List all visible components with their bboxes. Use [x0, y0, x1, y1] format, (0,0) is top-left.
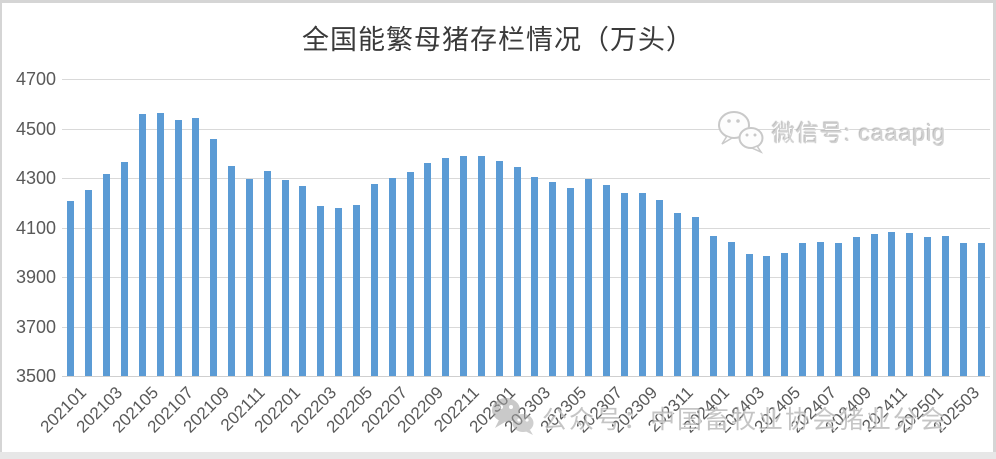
- bar-202408: [834, 243, 842, 376]
- bar-202302: [513, 167, 521, 376]
- bar-202309: [638, 192, 646, 376]
- bar-202104: [120, 162, 128, 376]
- bar-202212: [477, 155, 485, 376]
- bar-202210: [442, 158, 450, 376]
- bar-202111: [245, 178, 253, 376]
- wechat-icon: [718, 111, 764, 154]
- bar-202203: [317, 206, 325, 376]
- official-account-text: 公众号：中国畜牧业协会猪业分会: [542, 406, 948, 434]
- bar-202102: [85, 190, 93, 376]
- bar-202312: [692, 217, 700, 376]
- watermark-official-account: 公众号：中国畜牧业协会猪业分会: [490, 396, 947, 436]
- bar-202503: [959, 242, 967, 376]
- bar-202105: [138, 113, 146, 376]
- bar-202208: [406, 172, 414, 376]
- bar-202201: [281, 180, 289, 376]
- chart-title: 全国能繁母猪存栏情况（万头）: [302, 25, 694, 55]
- y-tick-label-3500: 3500: [15, 366, 56, 386]
- bar-202308: [620, 192, 628, 376]
- bar-202406: [799, 242, 807, 376]
- bar-202402: [727, 241, 735, 376]
- wechat-id-text: 微信号: caaapig: [772, 120, 947, 146]
- y-tick-label-4700: 4700: [15, 69, 56, 89]
- wechat-icon: [492, 398, 534, 435]
- gridline-4700: [62, 79, 990, 80]
- bar-202109: [210, 138, 218, 376]
- bar-202110: [228, 166, 236, 376]
- bar-202502: [941, 235, 949, 376]
- bar-202305: [567, 188, 575, 376]
- bar-202204: [335, 208, 343, 376]
- bar-202407: [816, 242, 824, 376]
- bar-202306: [584, 178, 592, 376]
- bar-202411: [888, 232, 896, 376]
- y-tick-label-3900: 3900: [15, 267, 56, 287]
- bar-202202: [299, 185, 307, 376]
- gridline-3500: [62, 376, 990, 377]
- gridline-4500: [62, 128, 990, 130]
- frame-edge-right: [993, 0, 996, 459]
- y-tick-label-4500: 4500: [15, 118, 56, 139]
- bar-202108: [192, 118, 200, 376]
- bar-202211: [460, 156, 468, 376]
- frame-edge-left: [0, 0, 2, 459]
- bar-202410: [870, 234, 878, 376]
- bar-202404: [763, 255, 771, 376]
- bar-202301: [495, 161, 503, 376]
- frame-edge-top: [0, 0, 996, 3]
- y-tick-label-4100: 4100: [15, 217, 56, 238]
- bar-202307: [602, 185, 610, 376]
- watermark-wechat-id: 微信号: caaapig: [714, 108, 946, 154]
- bar-202206: [370, 183, 378, 376]
- bar-202112: [263, 170, 271, 376]
- bar-202209: [424, 162, 432, 376]
- gridline-4300: [62, 178, 990, 179]
- y-tick-label-3700: 3700: [15, 316, 56, 337]
- gridline-3700: [62, 326, 990, 328]
- bar-202205: [352, 204, 360, 376]
- bar-202103: [103, 173, 111, 376]
- bar-202310: [656, 200, 664, 376]
- bar-202504: [977, 242, 985, 376]
- bar-202409: [852, 236, 860, 376]
- bar-202405: [781, 253, 789, 376]
- bar-202412: [906, 232, 914, 376]
- frame-edge-bottom: [0, 452, 996, 459]
- bar-202501: [924, 236, 932, 376]
- bar-202207: [388, 178, 396, 376]
- gridline-3900: [62, 277, 990, 278]
- gridline-4100: [62, 227, 990, 229]
- bar-202403: [745, 254, 753, 376]
- bar-202401: [709, 235, 717, 376]
- bar-202304: [549, 181, 557, 376]
- bar-202303: [531, 176, 539, 376]
- bar-202106: [156, 112, 164, 376]
- bar-202101: [67, 201, 75, 376]
- bar-202107: [174, 119, 182, 376]
- y-tick-label-4300: 4300: [15, 168, 56, 188]
- bar-202311: [674, 213, 682, 376]
